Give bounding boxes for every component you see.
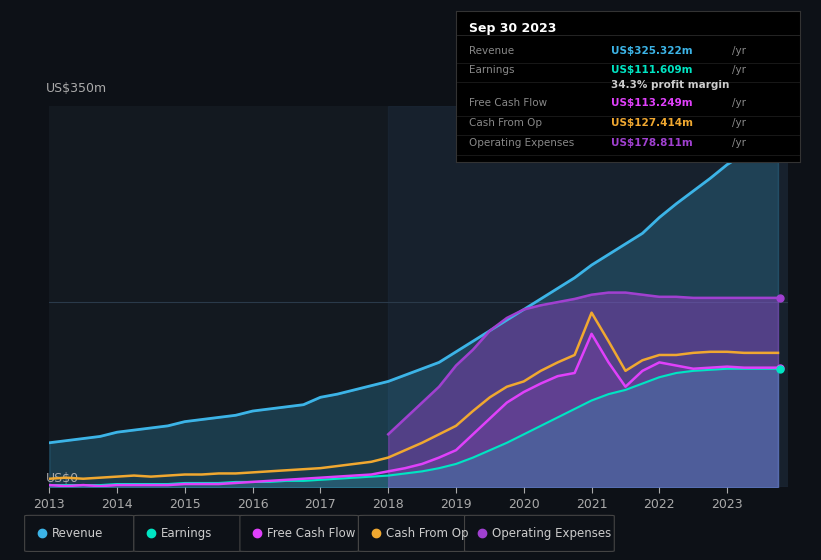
Text: US$0: US$0 [46,472,79,486]
Text: US$178.811m: US$178.811m [611,138,693,148]
Text: 34.3% profit margin: 34.3% profit margin [611,80,729,90]
FancyBboxPatch shape [465,515,614,552]
Text: /yr: /yr [732,99,745,109]
Text: US$350m: US$350m [46,82,107,95]
Text: Cash From Op: Cash From Op [470,118,543,128]
Text: Free Cash Flow: Free Cash Flow [268,527,355,540]
FancyBboxPatch shape [240,515,359,552]
Bar [388,106,809,487]
Text: /yr: /yr [732,138,745,148]
Text: Operating Expenses: Operating Expenses [470,138,575,148]
Text: Operating Expenses: Operating Expenses [492,527,611,540]
Text: Revenue: Revenue [470,45,515,55]
Text: Revenue: Revenue [52,527,103,540]
Text: Cash From Op: Cash From Op [386,527,469,540]
FancyBboxPatch shape [134,515,243,552]
Text: US$113.249m: US$113.249m [611,99,692,109]
Text: Earnings: Earnings [161,527,213,540]
Text: /yr: /yr [732,65,745,75]
Text: Sep 30 2023: Sep 30 2023 [470,22,557,35]
Text: US$127.414m: US$127.414m [611,118,693,128]
FancyBboxPatch shape [25,515,134,552]
Text: /yr: /yr [732,45,745,55]
Text: US$111.609m: US$111.609m [611,65,692,75]
Text: Earnings: Earnings [470,65,515,75]
Text: /yr: /yr [732,118,745,128]
Text: Free Cash Flow: Free Cash Flow [470,99,548,109]
Text: US$325.322m: US$325.322m [611,45,692,55]
FancyBboxPatch shape [359,515,468,552]
